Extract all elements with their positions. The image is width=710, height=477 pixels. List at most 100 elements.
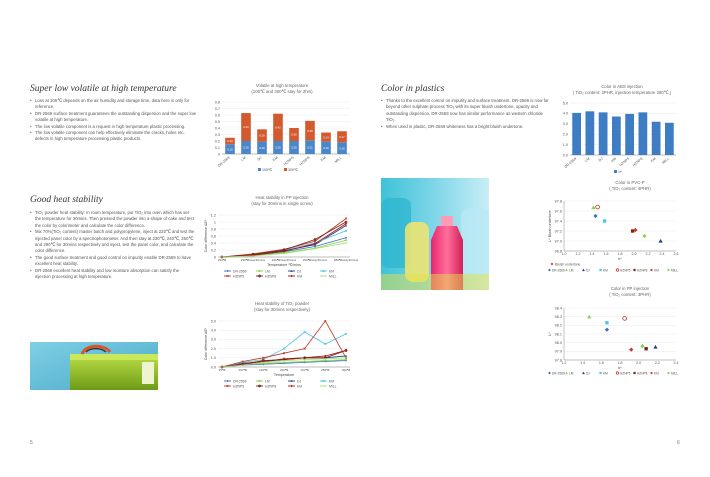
bar-value-label: 0.19	[259, 146, 265, 150]
y-tick-label: 0.2	[211, 248, 216, 252]
legend-label: HZNP5	[233, 384, 244, 388]
cooler-image	[30, 342, 158, 390]
data-point	[629, 347, 634, 352]
legend-label: DR-2569	[233, 379, 247, 383]
legend-label: 300℃	[288, 168, 299, 172]
bar-value-label: 0.20	[291, 146, 297, 150]
chart-subtitle: ( TiO₂ content: 3PHR, injection temperat…	[572, 89, 672, 95]
data-point	[565, 371, 568, 375]
data-point	[322, 269, 325, 273]
bar	[257, 141, 267, 154]
data-point	[344, 359, 348, 362]
data-point	[313, 242, 317, 245]
chart-note: Bluish undertone	[555, 262, 581, 266]
bullet-item: The low volatile component can help effe…	[30, 130, 198, 143]
data-point	[630, 229, 635, 233]
data-point	[226, 274, 229, 278]
bar	[241, 141, 251, 154]
y-tick-label: 97.8	[555, 358, 562, 362]
bar	[273, 113, 283, 141]
data-point	[593, 213, 598, 219]
data-point	[591, 205, 596, 210]
legend-label: HZNP8	[265, 384, 276, 388]
y-tick-label: 0.7	[215, 107, 220, 111]
data-point	[344, 332, 348, 336]
x-tick-label: 1.2	[562, 361, 567, 365]
chart-subtitle: (stay for 30mins respectively)	[254, 306, 310, 312]
legend-label: DR-2569	[552, 371, 565, 375]
x-tick-label: KM	[272, 156, 279, 163]
plastics-heading: Color in plastics	[381, 84, 445, 94]
data-point	[258, 384, 261, 388]
legend-label: MILL	[329, 384, 337, 388]
data-point	[258, 380, 261, 382]
bar	[321, 132, 331, 142]
y-tick-label: 97.8	[555, 199, 562, 203]
data-point	[303, 359, 306, 361]
data-point	[324, 359, 327, 362]
x-tick-label: DR-2569	[564, 157, 578, 169]
bar-value-label: 0.20	[291, 133, 297, 137]
data-point	[290, 269, 293, 272]
data-point	[258, 270, 261, 272]
chart-title: Heat stability of TiO₂ powder	[254, 301, 310, 306]
y-tick-label: 0.3	[215, 133, 220, 137]
abs-chart-title: Color in ABS injection ( TiO₂ content: 3…	[562, 84, 682, 95]
bullet-item: DR-2569 excellent heat stability and low…	[30, 268, 195, 281]
bullet-item: The low volatile component is a request …	[30, 124, 198, 131]
bar	[241, 113, 251, 141]
volatile-bullets: Loss at 105℃ depends on the air humidity…	[30, 98, 198, 143]
x-tick-label: KM	[650, 157, 657, 164]
data-point	[587, 314, 592, 319]
data-point	[605, 321, 609, 325]
y-tick-label: 98.1	[555, 332, 562, 336]
data-point	[667, 268, 670, 272]
data-point	[226, 379, 229, 383]
data-point	[344, 242, 348, 244]
heat-heading: Good heat stability	[30, 195, 103, 205]
bar	[638, 112, 648, 155]
legend-label: HZNP5	[620, 371, 631, 375]
bullet-item: The good surface treatment and good cont…	[30, 255, 195, 268]
data-point	[565, 268, 568, 272]
bar-value-label: 0.20	[243, 146, 249, 150]
heat-pp-line-chart: 0 0.2 0.4 0.6 0.8 1 1.2 220℃ 230℃/stay30mins 240℃…	[204, 213, 358, 278]
data-point	[642, 233, 647, 239]
volatile-heading: Super low volatile at high temperature	[30, 84, 177, 94]
pp-scatter-chart: 97.8 97.9 98.0 98.1 98.2 98.3 98.4 1.2 1.4 1.6 1.8…	[548, 306, 679, 375]
bar	[321, 141, 331, 154]
series-line	[221, 237, 347, 258]
y-tick-label: 97.6	[555, 209, 562, 213]
y-tick-label: 96.8	[555, 249, 562, 253]
data-point	[602, 219, 607, 223]
bar	[305, 140, 315, 154]
x-tick-label: 1.0	[562, 252, 567, 256]
y-tick-label: 0.8	[211, 227, 216, 231]
data-point	[650, 371, 653, 375]
y-tick-label: 98.3	[555, 315, 562, 319]
data-point	[303, 360, 306, 363]
data-point	[282, 352, 286, 355]
y-tick-label: 98.0	[555, 341, 562, 345]
y-tick-label: 97.9	[555, 350, 562, 354]
x-tick-label: KM	[610, 157, 617, 164]
y-tick-label: 98.2	[555, 324, 562, 328]
bottles-photo	[381, 178, 489, 290]
chart-subtitle: (105℃ and 300℃ stay for 2hrs)	[251, 88, 313, 94]
legend-label: DJ	[586, 268, 590, 272]
chart-subtitle: ( TiO₂ content: 4PHR)	[609, 185, 651, 191]
bar	[665, 122, 674, 155]
x-tick-label: HZNP5	[283, 156, 295, 167]
legend-label: MILL	[671, 268, 678, 272]
y-tick-label: 1.0	[211, 356, 216, 360]
data-point	[658, 238, 663, 243]
data-point	[615, 268, 620, 272]
x-tick-label: HZNP8	[632, 157, 644, 168]
pp-chart-title: Color in PP injection ( TiO₂ content: 3P…	[580, 286, 680, 297]
legend-label: KM	[297, 384, 302, 388]
bar-value-label: 0.17	[339, 135, 345, 139]
x-tick-label: 1.8	[618, 361, 623, 365]
volatile-bar-chart: 0 0.1 0.2 0.3 0.4 0.5 0.6 0.7 0.8 0.15 0.10 DR-2569…	[215, 100, 350, 172]
y-tick-label: 0.2	[215, 139, 220, 143]
